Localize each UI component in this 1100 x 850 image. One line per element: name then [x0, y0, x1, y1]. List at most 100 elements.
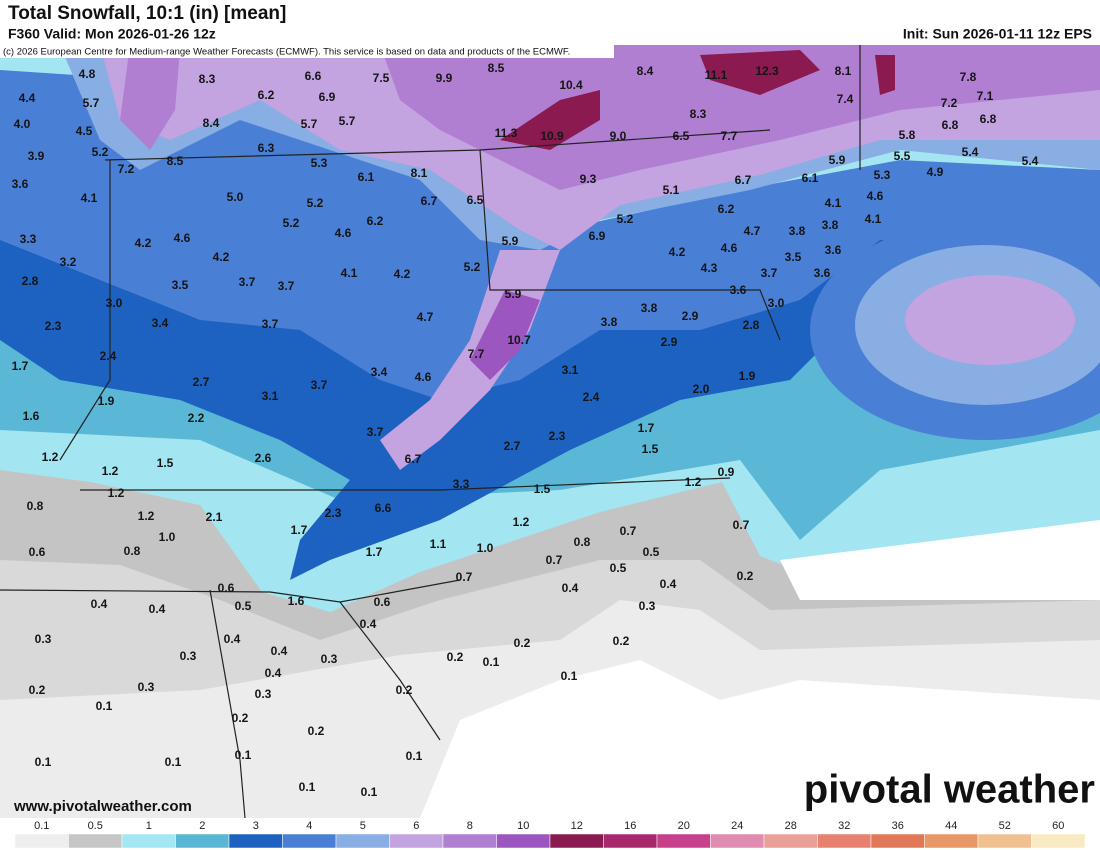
snowfall-value: 0.3: [321, 652, 338, 666]
snowfall-value: 0.2: [613, 634, 630, 648]
logo: pivotal weather: [804, 768, 1095, 812]
snowfall-value: 4.1: [81, 191, 98, 205]
snowfall-value: 0.7: [456, 570, 473, 584]
snowfall-value: 3.6: [814, 266, 831, 280]
legend-swatch: [442, 833, 497, 849]
snowfall-value: 0.3: [35, 632, 52, 646]
snowfall-value: 3.8: [601, 315, 618, 329]
snowfall-value: 0.7: [546, 553, 563, 567]
legend-swatch: [1031, 833, 1086, 849]
snowfall-value: 1.9: [98, 394, 115, 408]
snowfall-value: 3.8: [822, 218, 839, 232]
snowfall-value: 0.1: [96, 699, 113, 713]
legend-tick: 0.1: [34, 820, 49, 832]
snowfall-value: 0.6: [218, 581, 235, 595]
snowfall-value: 5.9: [502, 234, 519, 248]
snowfall-value: 4.3: [701, 261, 718, 275]
snowfall-value: 0.2: [29, 683, 46, 697]
snowfall-value: 0.1: [299, 780, 316, 794]
snowfall-value: 6.5: [467, 193, 484, 207]
legend-swatch: [924, 833, 979, 849]
snowfall-value: 2.0: [693, 382, 710, 396]
snowfall-value: 3.9: [28, 149, 45, 163]
snowfall-value: 10.4: [559, 78, 583, 92]
legend-tick: 32: [838, 820, 850, 832]
legend-swatch: [977, 833, 1032, 849]
snowfall-labels: 4.8 8.3 6.6 7.5 9.9 8.5 8.4 11.1 12.3 8.1 7.8 4.4 5.…: [12, 61, 1039, 799]
snowfall-value: 7.2: [941, 96, 958, 110]
snowfall-value: 5.3: [874, 168, 891, 182]
snowfall-value: 5.2: [92, 145, 109, 159]
snowfall-value: 3.3: [453, 477, 470, 491]
legend-swatch: [14, 833, 69, 849]
snowfall-value: 1.7: [291, 523, 308, 537]
snowfall-value: 10.7: [507, 333, 531, 347]
snowfall-value: 1.0: [159, 530, 176, 544]
legend-tick: 6: [413, 820, 419, 832]
snowfall-value: 4.8: [79, 67, 96, 81]
snowfall-value: 6.7: [405, 452, 422, 466]
snowfall-value: 0.3: [255, 687, 272, 701]
snowfall-value: 0.2: [514, 636, 531, 650]
legend: 0.1 0.5 1 2 3 4 5 6 8 10 12 16 20 24 28 32 36 44 52 60: [14, 820, 1086, 849]
legend-swatch: [603, 833, 658, 849]
snowfall-value: 3.7: [262, 317, 279, 331]
legend-tick: 2: [199, 820, 205, 832]
snowfall-value: 7.1: [977, 89, 994, 103]
snowfall-value: 7.5: [373, 71, 390, 85]
legend-swatch: [121, 833, 176, 849]
snowfall-value: 3.6: [825, 243, 842, 257]
snowfall-value: 8.1: [411, 166, 428, 180]
snowfall-value: 2.3: [45, 319, 62, 333]
legend-swatch: [335, 833, 390, 849]
snowfall-value: 2.9: [661, 335, 678, 349]
snowfall-value: 3.7: [311, 378, 328, 392]
snowfall-value: 2.8: [743, 318, 760, 332]
snowfall-value: 10.9: [540, 129, 564, 143]
snowfall-value: 5.0: [227, 190, 244, 204]
snowfall-value: 6.9: [589, 229, 606, 243]
snowfall-value: 0.7: [733, 518, 750, 532]
snowfall-value: 6.6: [305, 69, 322, 83]
snowfall-value: 5.7: [339, 114, 356, 128]
snowfall-value: 8.5: [167, 154, 184, 168]
snowfall-value: 2.6: [255, 451, 272, 465]
snowfall-value: 0.1: [165, 755, 182, 769]
snowfall-value: 8.4: [203, 116, 220, 130]
legend-tick: 36: [892, 820, 904, 832]
snowfall-value: 1.1: [430, 537, 447, 551]
legend-tick: 52: [999, 820, 1011, 832]
snowfall-value: 6.5: [673, 129, 690, 143]
snowfall-value: 0.1: [35, 755, 52, 769]
snowfall-value: 0.4: [224, 632, 241, 646]
snowfall-value: 0.9: [718, 465, 735, 479]
snowfall-value: 0.1: [406, 749, 423, 763]
snowfall-value: 0.3: [180, 649, 197, 663]
snowfall-value: 5.1: [663, 183, 680, 197]
snowfall-value: 4.4: [19, 91, 36, 105]
snowfall-value: 5.7: [83, 96, 100, 110]
snowfall-value: 4.2: [669, 245, 686, 259]
legend-tick: 60: [1052, 820, 1064, 832]
snowfall-value: 6.7: [421, 194, 438, 208]
snowfall-value: 0.5: [610, 561, 627, 575]
snowfall-value: 2.9: [682, 309, 699, 323]
snowfall-value: 11.3: [495, 126, 518, 140]
snowfall-value: 1.5: [642, 442, 659, 456]
snowfall-value: 4.6: [721, 241, 738, 255]
snowfall-value: 1.6: [288, 594, 305, 608]
snowfall-value: 0.1: [361, 785, 378, 799]
legend-swatch: [389, 833, 444, 849]
snowfall-value: 4.2: [394, 267, 411, 281]
snowfall-value: 4.7: [744, 224, 761, 238]
snowfall-value: 1.7: [638, 421, 655, 435]
snowfall-value: 0.7: [620, 524, 637, 538]
snowfall-value: 7.2: [118, 162, 135, 176]
snowfall-value: 6.6: [375, 501, 392, 515]
credit: (c) 2026 European Centre for Medium-rang…: [3, 47, 570, 58]
snowfall-value: 5.2: [464, 260, 481, 274]
snowfall-value: 6.1: [802, 171, 819, 185]
valid-time: F360 Valid: Mon 2026-01-26 12z: [8, 26, 216, 42]
snowfall-value: 5.2: [307, 196, 324, 210]
